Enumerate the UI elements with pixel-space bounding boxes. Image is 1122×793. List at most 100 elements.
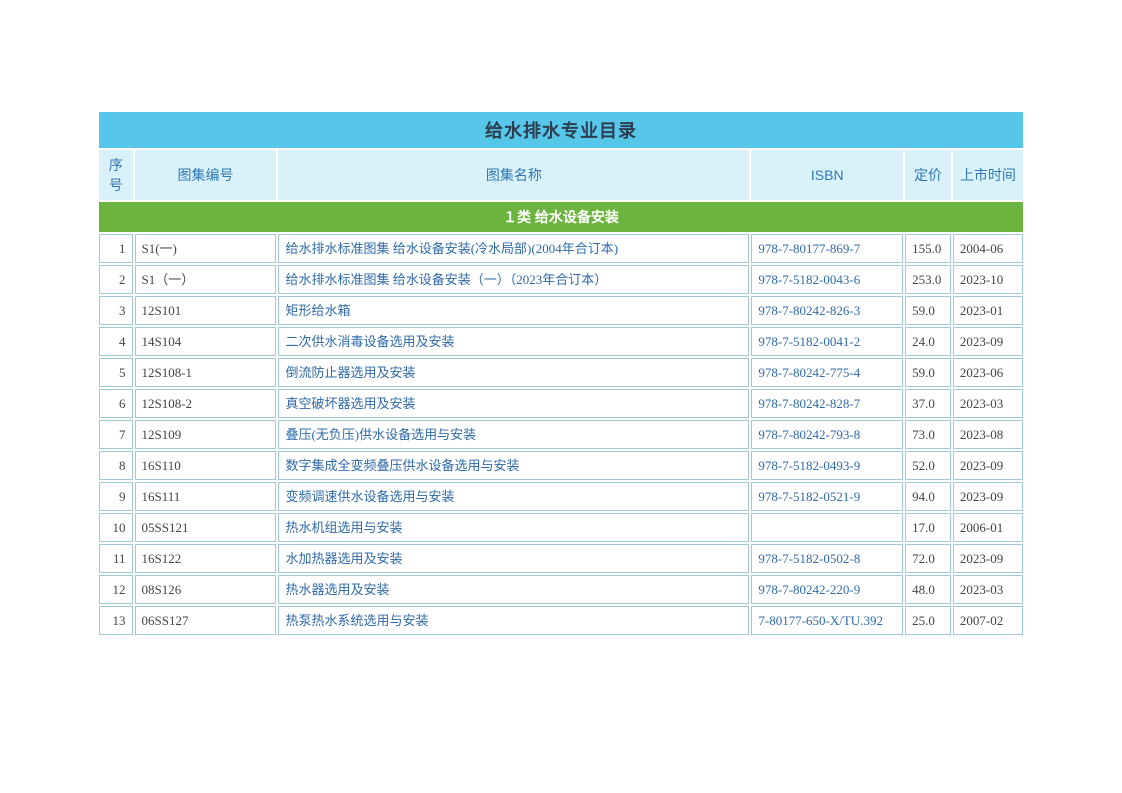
- cell-name: 热水机组选用与安装: [278, 513, 749, 542]
- cell-date: 2023-03: [953, 389, 1023, 418]
- cell-price: 94.0: [905, 482, 951, 511]
- cell-date: 2023-03: [953, 575, 1023, 604]
- cell-isbn: [751, 513, 903, 542]
- cell-date: 2023-09: [953, 544, 1023, 573]
- table-row: 1306SS127热泵热水系统选用与安装7-80177-650-X/TU.392…: [99, 606, 1023, 635]
- cell-code: 14S104: [135, 327, 277, 356]
- cell-code: 12S101: [135, 296, 277, 325]
- cell-price: 59.0: [905, 296, 951, 325]
- cell-name: 矩形给水箱: [278, 296, 749, 325]
- cell-date: 2023-09: [953, 451, 1023, 480]
- table-row: 916S111变频调速供水设备选用与安装978-7-5182-0521-994.…: [99, 482, 1023, 511]
- col-price: 定价: [905, 150, 951, 200]
- cell-isbn: 978-7-80242-775-4: [751, 358, 903, 387]
- cell-isbn: 978-7-80242-828-7: [751, 389, 903, 418]
- cell-seq: 10: [99, 513, 133, 542]
- table-row: 1208S126热水器选用及安装978-7-80242-220-948.0202…: [99, 575, 1023, 604]
- table-row: 2S1（一）给水排水标准图集 给水设备安装（一）（2023年合订本）978-7-…: [99, 265, 1023, 294]
- cell-code: 16S111: [135, 482, 277, 511]
- cell-name: 水加热器选用及安装: [278, 544, 749, 573]
- table-row: 1S1(一)给水排水标准图集 给水设备安装(冷水局部)(2004年合订本)978…: [99, 234, 1023, 263]
- cell-isbn: 7-80177-650-X/TU.392: [751, 606, 903, 635]
- cell-seq: 5: [99, 358, 133, 387]
- cell-isbn: 978-7-5182-0043-6: [751, 265, 903, 294]
- cell-date: 2004-06: [953, 234, 1023, 263]
- cell-name: 倒流防止器选用及安装: [278, 358, 749, 387]
- col-name: 图集名称: [278, 150, 749, 200]
- cell-seq: 8: [99, 451, 133, 480]
- cell-price: 48.0: [905, 575, 951, 604]
- cell-isbn: 978-7-5182-0493-9: [751, 451, 903, 480]
- cell-name: 叠压(无负压)供水设备选用与安装: [278, 420, 749, 449]
- cell-code: 06SS127: [135, 606, 277, 635]
- cell-date: 2023-10: [953, 265, 1023, 294]
- cell-name: 热水器选用及安装: [278, 575, 749, 604]
- cell-seq: 3: [99, 296, 133, 325]
- category-header: １类 给水设备安装: [99, 202, 1023, 232]
- cell-seq: 12: [99, 575, 133, 604]
- cell-date: 2006-01: [953, 513, 1023, 542]
- cell-isbn: 978-7-80242-793-8: [751, 420, 903, 449]
- cell-price: 24.0: [905, 327, 951, 356]
- table-row: 816S110数字集成全变频叠压供水设备选用与安装978-7-5182-0493…: [99, 451, 1023, 480]
- cell-code: 05SS121: [135, 513, 277, 542]
- cell-seq: 1: [99, 234, 133, 263]
- cell-price: 253.0: [905, 265, 951, 294]
- cell-seq: 13: [99, 606, 133, 635]
- cell-code: 12S108-2: [135, 389, 277, 418]
- cell-seq: 7: [99, 420, 133, 449]
- col-seq: 序号: [99, 150, 133, 200]
- cell-date: 2023-09: [953, 327, 1023, 356]
- cell-code: 08S126: [135, 575, 277, 604]
- cell-seq: 2: [99, 265, 133, 294]
- column-header-row: 序号 图集编号 图集名称 ISBN 定价 上市时间: [99, 150, 1023, 200]
- table-row: 312S101矩形给水箱978-7-80242-826-359.02023-01: [99, 296, 1023, 325]
- cell-name: 变频调速供水设备选用与安装: [278, 482, 749, 511]
- cell-isbn: 978-7-5182-0041-2: [751, 327, 903, 356]
- cell-name: 给水排水标准图集 给水设备安装（一）（2023年合订本）: [278, 265, 749, 294]
- cell-name: 真空破坏器选用及安装: [278, 389, 749, 418]
- cell-price: 25.0: [905, 606, 951, 635]
- cell-seq: 6: [99, 389, 133, 418]
- cell-price: 37.0: [905, 389, 951, 418]
- cell-seq: 11: [99, 544, 133, 573]
- table-row: 612S108-2真空破坏器选用及安装978-7-80242-828-737.0…: [99, 389, 1023, 418]
- cell-price: 52.0: [905, 451, 951, 480]
- cell-price: 59.0: [905, 358, 951, 387]
- cell-date: 2023-09: [953, 482, 1023, 511]
- col-date: 上市时间: [953, 150, 1023, 200]
- cell-name: 二次供水消毒设备选用及安装: [278, 327, 749, 356]
- cell-date: 2007-02: [953, 606, 1023, 635]
- table-row: 512S108-1倒流防止器选用及安装978-7-80242-775-459.0…: [99, 358, 1023, 387]
- cell-code: 12S108-1: [135, 358, 277, 387]
- page-title: 给水排水专业目录: [99, 112, 1023, 148]
- cell-name: 热泵热水系统选用与安装: [278, 606, 749, 635]
- cell-code: 12S109: [135, 420, 277, 449]
- table-row: 414S104二次供水消毒设备选用及安装978-7-5182-0041-224.…: [99, 327, 1023, 356]
- cell-code: S1(一): [135, 234, 277, 263]
- col-isbn: ISBN: [751, 150, 903, 200]
- cell-seq: 4: [99, 327, 133, 356]
- cell-seq: 9: [99, 482, 133, 511]
- cell-name: 给水排水标准图集 给水设备安装(冷水局部)(2004年合订本): [278, 234, 749, 263]
- cell-price: 72.0: [905, 544, 951, 573]
- cell-code: 16S110: [135, 451, 277, 480]
- cell-isbn: 978-7-80242-220-9: [751, 575, 903, 604]
- cell-isbn: 978-7-80242-826-3: [751, 296, 903, 325]
- cell-date: 2023-08: [953, 420, 1023, 449]
- cell-price: 155.0: [905, 234, 951, 263]
- cell-code: 16S122: [135, 544, 277, 573]
- table-row: 1005SS121热水机组选用与安装 17.02006-01: [99, 513, 1023, 542]
- cell-isbn: 978-7-5182-0502-8: [751, 544, 903, 573]
- cell-date: 2023-01: [953, 296, 1023, 325]
- catalog-table: 给水排水专业目录 序号 图集编号 图集名称 ISBN 定价 上市时间 １类 给水…: [97, 110, 1025, 637]
- table-row: 1116S122水加热器选用及安装978-7-5182-0502-872.020…: [99, 544, 1023, 573]
- cell-code: S1（一）: [135, 265, 277, 294]
- col-code: 图集编号: [135, 150, 277, 200]
- cell-price: 17.0: [905, 513, 951, 542]
- cell-price: 73.0: [905, 420, 951, 449]
- cell-isbn: 978-7-5182-0521-9: [751, 482, 903, 511]
- table-row: 712S109叠压(无负压)供水设备选用与安装978-7-80242-793-8…: [99, 420, 1023, 449]
- cell-date: 2023-06: [953, 358, 1023, 387]
- cell-isbn: 978-7-80177-869-7: [751, 234, 903, 263]
